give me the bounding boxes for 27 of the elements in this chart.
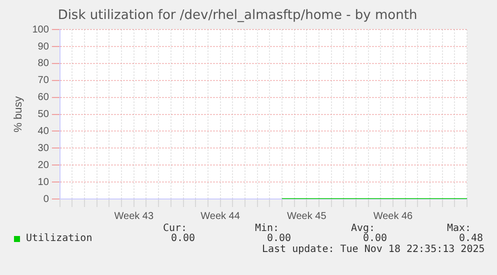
text: 0.00 (267, 233, 292, 244)
y-tick-label: 60 (38, 92, 50, 104)
text: Avg: (351, 223, 376, 234)
y-tick-label: 90 (38, 41, 50, 52)
y-tick-label: 40 (38, 126, 50, 137)
text: 0.00 (171, 233, 196, 244)
text: 0.00 (363, 233, 388, 244)
text: Cur: (163, 223, 188, 234)
text: Last update: Tue Nov 18 22:35:13 2025 (262, 244, 485, 255)
y-axis-title: % busy (12, 96, 25, 132)
x-tick-label: Week 45 (286, 210, 327, 222)
text: Max: (447, 223, 472, 234)
x-tick-label: Week 43 (114, 210, 154, 222)
y-tick-label: 80 (38, 58, 50, 70)
x-tick-label: Week 46 (373, 210, 414, 222)
y-tick-label: 20 (38, 160, 50, 171)
legend-label: Utilization (26, 233, 92, 244)
x-tick-label: Week 44 (200, 210, 240, 222)
y-tick-label: 70 (38, 75, 50, 86)
text: Min: (255, 223, 280, 234)
y-tick-label: 0 (43, 194, 50, 205)
y-tick-label: 50 (38, 109, 50, 120)
y-tick-label: 10 (38, 176, 50, 188)
text: 0.48 (459, 233, 484, 244)
y-tick-label: 100 (32, 24, 50, 36)
chart-title: Disk utilization for /dev/rhel_almasftp/home - by month (58, 8, 418, 24)
y-tick-label: 30 (38, 142, 50, 154)
